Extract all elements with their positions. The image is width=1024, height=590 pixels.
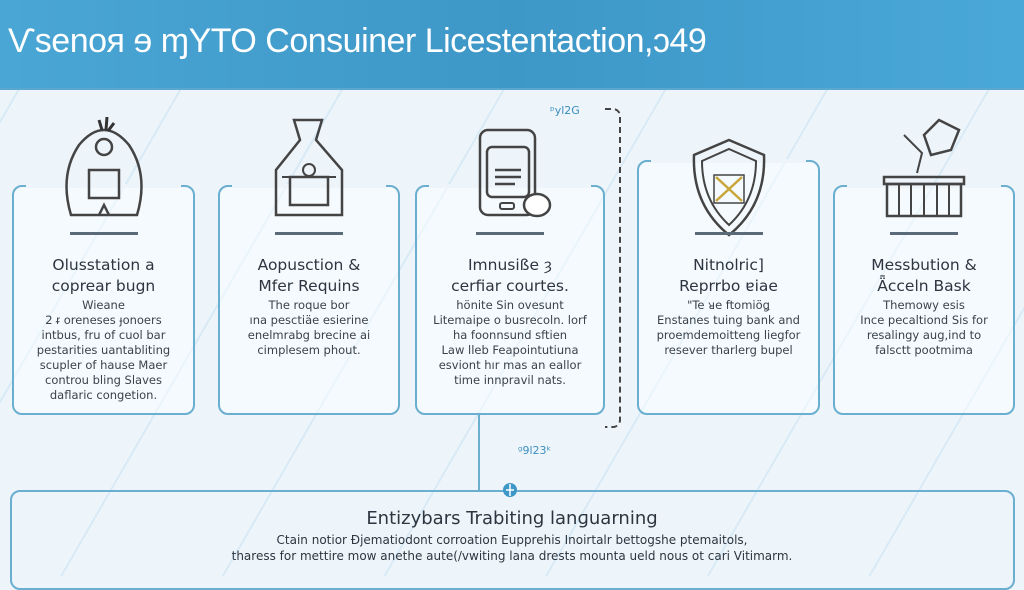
card-text-line: falsctt pootmima xyxy=(875,343,973,357)
divider xyxy=(69,232,138,235)
note-label-mid: ᵍ9l23ᵏ xyxy=(518,444,552,457)
card-text: Wieane 2 ᵲ oreneses ɟonoers intbus, fru of… xyxy=(9,298,199,403)
card-text-line: pestarities uantabliting xyxy=(36,343,171,357)
card-text-line: Themowy esis xyxy=(883,298,965,312)
card-text-line: proemdemoitteng liegfor xyxy=(656,328,801,342)
card-text-line: enelmrabg brecine ai xyxy=(247,328,371,342)
card-step-3 xyxy=(415,184,605,415)
card-text: The roque bor ına pesctiäe esierine enelmr… xyxy=(214,298,404,358)
dashed-connector xyxy=(605,108,621,428)
money-bag-icon xyxy=(274,118,344,217)
card-text-line: 2 ᵲ oreneses ɟonoers xyxy=(45,313,162,327)
card-text-line: Law lleb Feapointutiuna xyxy=(441,343,579,357)
card-text-line: Ince pecaltiond Sis for xyxy=(860,313,988,327)
header-banner: Ѵsenoя ɘ ɱYTO Consuiner Licestentaction,… xyxy=(0,0,1024,90)
note-label-top: ᵖyl2G xyxy=(550,104,580,117)
card-text-line: hönite Sin ovesunt xyxy=(456,298,564,312)
card-text: hönite Sin ovesunt Litemaipe o busrecoln.… xyxy=(415,298,605,388)
card-title: Messbution & Ǟcceln Bask xyxy=(871,256,977,295)
card-step-1 xyxy=(12,184,195,415)
card-text-line: "Te ᴚe ftomiöǥ xyxy=(687,298,770,312)
card-text: "Te ᴚe ftomiöǥ Enstanes tuing bank and pro… xyxy=(634,298,824,358)
divider xyxy=(476,232,544,235)
connector-line xyxy=(478,415,480,490)
globe-icon xyxy=(503,483,517,497)
divider xyxy=(275,232,343,235)
person-globe-icon xyxy=(64,116,143,217)
card-text-line: Enstanes tuing bank and xyxy=(657,313,800,327)
card-text-line: daflaric congetion. xyxy=(49,388,158,402)
summary-title: Entizybars Trabiting lanɡuarning xyxy=(366,508,658,529)
card-text-line: The roque bor xyxy=(268,298,350,312)
card-title: Aopusction & Mfer Requins xyxy=(257,256,361,295)
card-text-line: esviont hır mas an eallor xyxy=(438,358,582,372)
card-title: Imnusiße ȝ cerfiar courtes. xyxy=(451,256,569,295)
ballot-box-icon xyxy=(882,118,966,218)
card-text-line: Litemaipe o busrecoln. lorf xyxy=(433,313,587,327)
card-text-line: time innpravil nats. xyxy=(454,373,566,387)
card-title: Nitnolric] Reprrbo ɐiae xyxy=(679,256,778,295)
summary-text: Ctain notior Ɖjematiodont corroation Eup… xyxy=(0,532,1024,564)
document-tablet-icon xyxy=(478,128,552,218)
card-text-line: ha foonnsund sftien xyxy=(452,328,568,342)
card-text-line: controu bling Slaves xyxy=(45,373,162,387)
card-text-line: scupler of hause Maer xyxy=(39,358,168,372)
card-text-line: Wieane xyxy=(82,298,125,312)
divider xyxy=(890,232,958,235)
summary-line: Ctain notior Ɖjematiodont corroation Eup… xyxy=(276,533,748,547)
summary-line: tharess for mettire mow anethe aute(/vwi… xyxy=(231,549,793,563)
divider xyxy=(694,232,763,235)
card-text-line: resalingy aug,ind to xyxy=(866,328,982,342)
card-title: Olusstation a coprear bugn xyxy=(51,256,156,295)
shield-icon xyxy=(692,138,765,237)
card-text: Themowy esis Ince pecaltiond Sis for resal… xyxy=(829,298,1019,358)
card-text-line: resever tharlerg bupel xyxy=(664,343,793,357)
card-text-line: intbus, fru of cuol bar xyxy=(41,328,166,342)
page-title: Ѵsenoя ɘ ɱYTO Consuiner Licestentaction,… xyxy=(8,22,707,60)
card-text-line: cimplesem phout. xyxy=(257,343,361,357)
card-text-line: ına pesctiäe esierine xyxy=(249,313,369,327)
card-step-2 xyxy=(218,184,400,415)
